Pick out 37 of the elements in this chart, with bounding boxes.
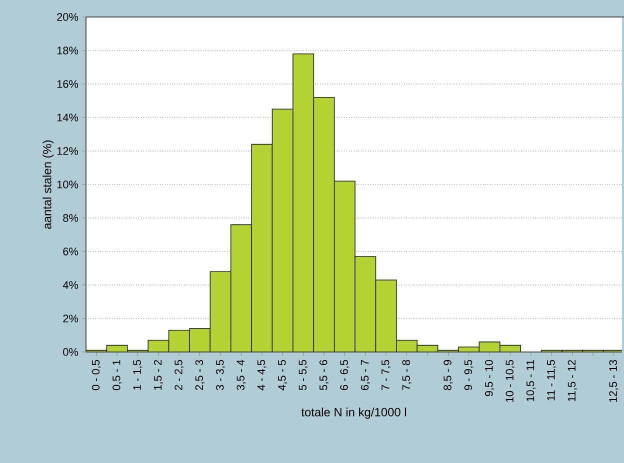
- y-tick-label: 18%: [57, 46, 78, 54]
- y-tick-label: 8%: [63, 214, 78, 222]
- y-tick-label: 0%: [63, 348, 78, 356]
- x-tick-label: 1,5 - 2: [154, 360, 163, 390]
- x-tick-label: 10,5 - 11: [526, 360, 536, 402]
- x-tick-label: 3 - 3,5: [216, 360, 226, 390]
- x-tick-label: 0 - 0,5: [92, 360, 101, 390]
- y-tick-label: 20%: [57, 13, 78, 21]
- y-tick-label: 2%: [63, 314, 78, 322]
- y-tick-label: 4%: [62, 281, 78, 289]
- x-tick-label: 12,5 - 13: [609, 360, 618, 402]
- x-tick-label: 7,5 - 8: [402, 360, 412, 390]
- x-tick-label: 2,5 - 3: [195, 360, 204, 390]
- x-axis-title: totale N in kg/1000 l: [301, 408, 406, 419]
- x-tick-label: 3,5 - 4: [236, 360, 246, 390]
- x-tick-label: 5 - 5,5: [298, 360, 308, 390]
- x-tick-label: 2 - 2,5: [174, 360, 184, 390]
- x-tick-label: 10 - 10,5: [506, 360, 515, 402]
- y-tick-label: 12%: [57, 147, 78, 155]
- y-tick-label: 14%: [57, 114, 78, 122]
- x-tick-label: 4 - 4,5: [257, 360, 266, 390]
- y-tick-label: 10%: [57, 180, 78, 188]
- x-tick-label: 6 - 6,5: [340, 360, 350, 390]
- x-tick-label: 5,5 - 6: [319, 360, 329, 390]
- x-tick-label: 6,5 - 7: [360, 360, 370, 390]
- y-tick-label: 16%: [57, 80, 78, 88]
- x-tick-label: 0,5 - 1: [112, 360, 122, 390]
- x-tick-label: 7 - 7,5: [382, 360, 391, 390]
- x-tick-label: 8,5 - 9: [444, 360, 453, 390]
- x-tick-label: 11 - 11,5: [547, 360, 556, 400]
- x-tick-label: 11,5 - 12: [568, 360, 577, 402]
- x-tick-label: 9,5 - 10: [485, 360, 494, 396]
- y-tick-label: 6%: [63, 248, 78, 256]
- y-axis-title: aantal stalen (%): [42, 140, 54, 229]
- x-tick-label: 9 - 9,5: [464, 360, 474, 390]
- x-tick-label: 1 - 1,5: [133, 360, 142, 390]
- x-tick-label: 4,5 - 5: [278, 360, 288, 390]
